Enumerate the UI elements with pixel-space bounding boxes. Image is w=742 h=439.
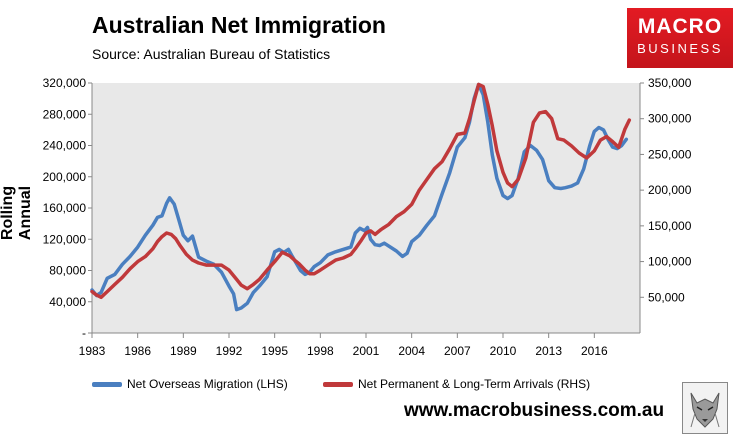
x-tick-label: 2007: [444, 344, 471, 358]
x-tick-label: 2016: [581, 344, 608, 358]
right-tick-label: 250,000: [648, 147, 692, 161]
left-tick-label: 80,000: [49, 264, 86, 278]
x-tick-label: 2010: [490, 344, 517, 358]
x-tick-label: 1995: [261, 344, 288, 358]
series-lines: [90, 82, 632, 312]
left-axis: - 40,000 80,000 120,000 160,000 200,000 240,00…: [43, 76, 93, 340]
left-tick-label: -: [82, 326, 86, 340]
logo-line2: BUSINESS: [637, 41, 723, 56]
left-tick-label: 280,000: [43, 107, 87, 121]
legend-label-nom: Net Overseas Migration (LHS): [127, 377, 288, 391]
left-tick-label: 40,000: [49, 295, 86, 309]
legend-label-nplta: Net Permanent & Long-Term Arrivals (RHS): [358, 377, 591, 391]
right-tick-label: 150,000: [648, 219, 692, 233]
left-tick-label: 320,000: [43, 76, 87, 90]
x-tick-label: 1983: [79, 344, 106, 358]
right-tick-label: 50,000: [648, 290, 685, 304]
left-tick-label: 240,000: [43, 139, 87, 153]
x-tick-label: 2004: [398, 344, 425, 358]
x-axis: 1983 1986 1989 1992 1995 1998 2001 2004 2007 2010…: [79, 332, 640, 358]
right-axis: 50,000 100,000 150,000 200,000 250,000 300,00…: [639, 76, 692, 333]
logo-line1: MACRO: [637, 15, 723, 38]
legend-swatch-nom: [92, 382, 122, 387]
chart-subtitle: Source: Australian Bureau of Statistics: [92, 46, 331, 62]
series-line-nom: [90, 82, 629, 312]
wolf-logo-icon: [682, 382, 728, 434]
x-tick-label: 1986: [124, 344, 151, 358]
left-tick-label: 160,000: [43, 201, 87, 215]
x-tick-label: 1998: [307, 344, 334, 358]
left-tick-label: 200,000: [43, 170, 87, 184]
plot-area: [92, 83, 640, 333]
left-tick-label: 120,000: [43, 232, 87, 246]
right-tick-label: 200,000: [648, 183, 692, 197]
x-tick-label: 1989: [170, 344, 197, 358]
legend-swatch-nplta: [323, 382, 353, 387]
series-line-nplta: [90, 82, 632, 300]
x-tick-label: 1992: [216, 344, 243, 358]
x-tick-label: 2013: [535, 344, 562, 358]
website-url[interactable]: www.macrobusiness.com.au: [404, 400, 665, 421]
right-tick-label: 350,000: [648, 76, 692, 90]
macrobusiness-logo[interactable]: MACRO BUSINESS: [627, 8, 733, 68]
x-tick-label: 2001: [353, 344, 380, 358]
chart-title: Australian Net Immigration: [92, 12, 386, 38]
right-tick-label: 100,000: [648, 255, 692, 269]
right-tick-label: 300,000: [648, 112, 692, 126]
